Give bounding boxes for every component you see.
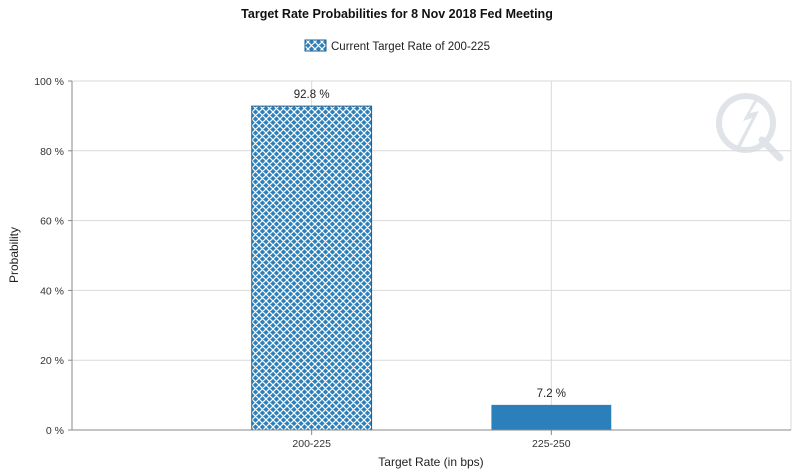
bar-225-250 (491, 404, 612, 430)
y-tick-label: 0 % (46, 425, 64, 437)
x-axis-ticks: 200-225 225-250 (292, 430, 571, 450)
y-tick-label: 60 % (40, 216, 64, 228)
y-tick-label: 100 % (34, 76, 64, 88)
legend-swatch-hatched (304, 39, 327, 52)
bar-200-225 (251, 105, 373, 431)
legend-label: Current Target Rate of 200-225 (331, 41, 490, 53)
gridlines (72, 80, 792, 431)
watermark-logo (716, 93, 784, 162)
y-tick-label: 40 % (40, 285, 64, 297)
axes (71, 81, 791, 431)
x-tick-label: 200-225 (292, 438, 331, 450)
x-tick-label: 225-250 (532, 438, 571, 450)
legend: Current Target Rate of 200-225 (304, 39, 490, 53)
data-labels: 92.8 % 7.2 % (294, 89, 566, 400)
y-tick-label: 20 % (40, 355, 64, 367)
y-axis-ticks: 0 % 20 % 40 % 60 % 80 % 100 % (34, 76, 72, 437)
data-label-200-225: 92.8 % (294, 89, 330, 101)
y-axis-label: Probability (7, 227, 21, 283)
y-tick-label: 80 % (40, 146, 64, 158)
bars (251, 105, 612, 431)
data-label-225-250: 7.2 % (537, 388, 566, 400)
chart-title: Target Rate Probabilities for 8 Nov 2018… (241, 7, 553, 21)
x-axis-label: Target Rate (in bps) (378, 455, 483, 469)
